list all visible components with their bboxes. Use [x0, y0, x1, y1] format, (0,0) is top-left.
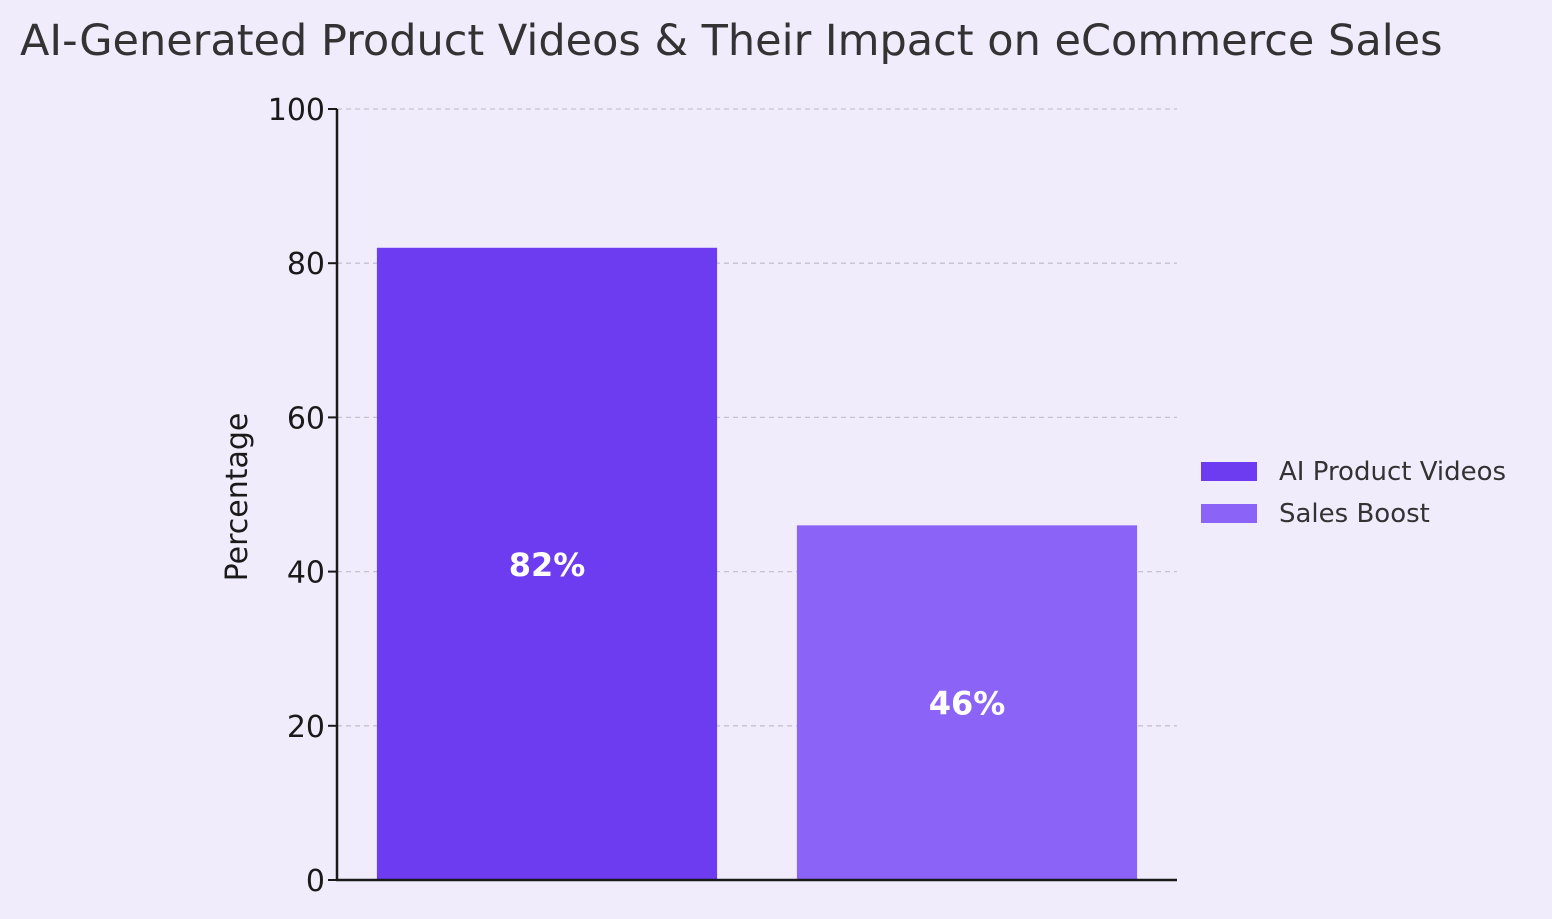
legend-swatch [1201, 504, 1257, 523]
bar-sales-boost [796, 525, 1138, 880]
bars [376, 247, 1138, 880]
legend-label: AI Product Videos [1279, 457, 1506, 487]
axes [335, 109, 1177, 882]
bar-ai-product-videos [376, 247, 718, 880]
bar-value-label: 82% [509, 546, 586, 584]
y-tick-label: 100 [268, 93, 325, 128]
bar-value-label: 46% [929, 685, 1006, 723]
y-axis-label: Percentage [220, 413, 255, 582]
chart-title: AI-Generated Product Videos & Their Impa… [20, 16, 1443, 66]
y-ticks: 0 20 40 60 80 100 [268, 93, 337, 899]
legend-swatch [1201, 462, 1257, 481]
y-tick-label: 80 [287, 247, 325, 282]
y-tick-label: 60 [287, 401, 325, 436]
y-tick-label: 20 [287, 710, 325, 745]
y-tick-label: 40 [287, 556, 325, 591]
y-tick-label: 0 [306, 864, 325, 899]
legend: AI Product Videos Sales Boost [1201, 457, 1506, 529]
legend-label: Sales Boost [1279, 499, 1430, 529]
data-labels: 82% 46% [509, 546, 1006, 723]
